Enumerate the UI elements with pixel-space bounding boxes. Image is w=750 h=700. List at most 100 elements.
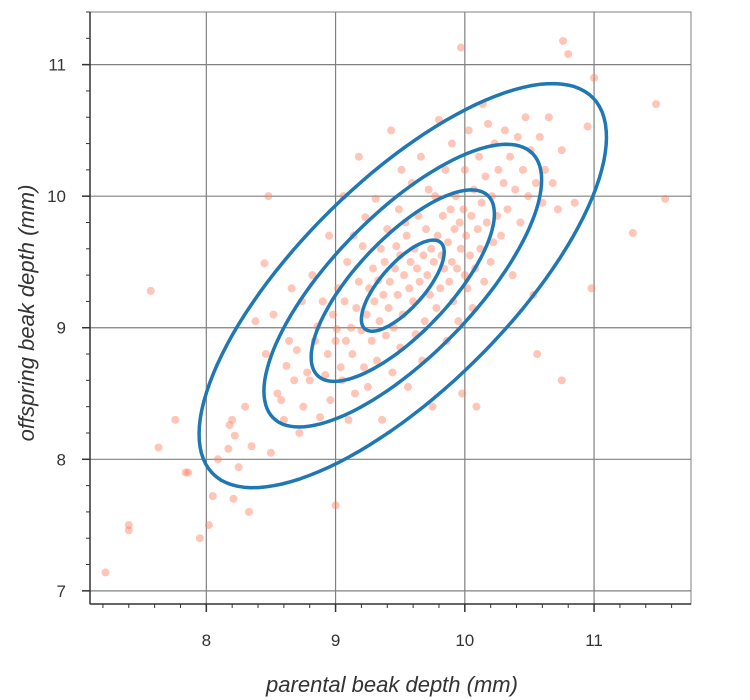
scatter-point [463, 284, 472, 293]
scatter-point [544, 113, 553, 122]
scatter-point [583, 122, 592, 131]
scatter-point [360, 363, 369, 372]
scatter-point [376, 244, 385, 253]
scatter-point [557, 376, 566, 385]
scatter-point [422, 225, 431, 234]
scatter-point [224, 444, 233, 453]
scatter-point [323, 350, 332, 359]
scatter-point [460, 165, 469, 174]
contour-line [309, 188, 497, 384]
scatter-point [352, 304, 361, 312]
scatter-point [295, 428, 304, 437]
scatter-point [456, 244, 465, 253]
scatter-point [436, 284, 445, 293]
x-tick-label: 9 [331, 631, 340, 650]
x-tick-label: 11 [585, 631, 603, 650]
scatter-point [489, 238, 498, 247]
scatter-point [438, 211, 447, 220]
scatter-point [332, 325, 341, 334]
scatter-point [391, 264, 400, 273]
scatter-point [393, 290, 402, 299]
contour-line [197, 81, 609, 490]
scatter-point [247, 442, 256, 451]
scatter-point [350, 389, 359, 398]
scatter-point [456, 43, 465, 52]
scatter-point [228, 415, 237, 424]
scatter-point [524, 192, 533, 201]
scatter-point [354, 277, 363, 286]
scatter-point [518, 165, 527, 174]
scatter-point [195, 534, 204, 543]
scatter-point [433, 231, 442, 240]
scatter-point [473, 225, 482, 234]
scatter-point [476, 244, 485, 253]
tick-labels: 8 9 10 11 7 8 9 10 11 [47, 56, 603, 650]
scatter-point [260, 259, 269, 268]
scatter-point [277, 396, 286, 405]
scatter-point [540, 165, 549, 174]
scatter-point [290, 376, 299, 385]
scatter-point [380, 257, 389, 266]
scatter-point [171, 415, 180, 424]
scatter-point [412, 264, 421, 273]
scatter-point [397, 165, 406, 174]
scatter-point [331, 501, 340, 510]
scatter-point [484, 119, 493, 128]
y-tick-label: 8 [57, 450, 66, 469]
scatter-point [553, 205, 562, 214]
scatter-point [369, 264, 378, 273]
scatter-point [403, 382, 412, 391]
scatter-point [445, 277, 454, 286]
scatter-point [266, 448, 275, 457]
scatter-point [475, 152, 484, 161]
scatter-point [264, 192, 273, 201]
scatter-point [367, 336, 376, 345]
scatter-point [348, 350, 357, 359]
scatter-point [405, 284, 414, 293]
scatter-point [385, 277, 394, 286]
scatter-point [381, 331, 390, 340]
y-tick-label: 7 [57, 582, 66, 601]
scatter-point [503, 205, 512, 214]
y-axis-label: offspring beak depth (mm) [14, 185, 39, 442]
x-tick-label: 8 [202, 631, 211, 650]
scatter-point [590, 73, 599, 82]
scatter-point [458, 389, 467, 398]
scatter-point [508, 271, 517, 280]
y-tick-label: 9 [57, 319, 66, 338]
scatter-point [347, 323, 356, 332]
scatter-point [388, 368, 397, 377]
scatter-point [378, 415, 387, 424]
scatter-points [101, 36, 670, 577]
axes [82, 11, 691, 612]
contour-line [262, 142, 544, 429]
scatter-point [387, 126, 396, 135]
scatter-point [321, 371, 330, 380]
scatter-point [494, 165, 503, 174]
x-axis-label: parental beak depth (mm) [265, 672, 518, 697]
scatter-point [570, 198, 579, 207]
scatter-point [559, 36, 568, 45]
scatter-point [402, 231, 411, 240]
scatter-point [477, 198, 486, 207]
scatter-point [261, 350, 270, 359]
scatter-point [241, 402, 250, 411]
x-tick-label: 10 [455, 631, 474, 650]
scatter-point [146, 286, 155, 295]
scatter-point [424, 185, 433, 194]
scatter-point [564, 50, 573, 59]
scatter-point [124, 521, 133, 530]
scatter-point [497, 231, 506, 240]
scatter-point [453, 264, 462, 273]
scatter-point [279, 415, 288, 424]
scatter-point [454, 317, 463, 326]
scatter-point [285, 336, 294, 345]
scatter-point [101, 568, 110, 577]
scatter-point [229, 494, 238, 503]
scatter-point [400, 271, 409, 280]
scatter-point [425, 290, 434, 299]
scatter-point [467, 211, 476, 220]
scatter-point [428, 402, 437, 411]
scatter-point [287, 284, 296, 293]
